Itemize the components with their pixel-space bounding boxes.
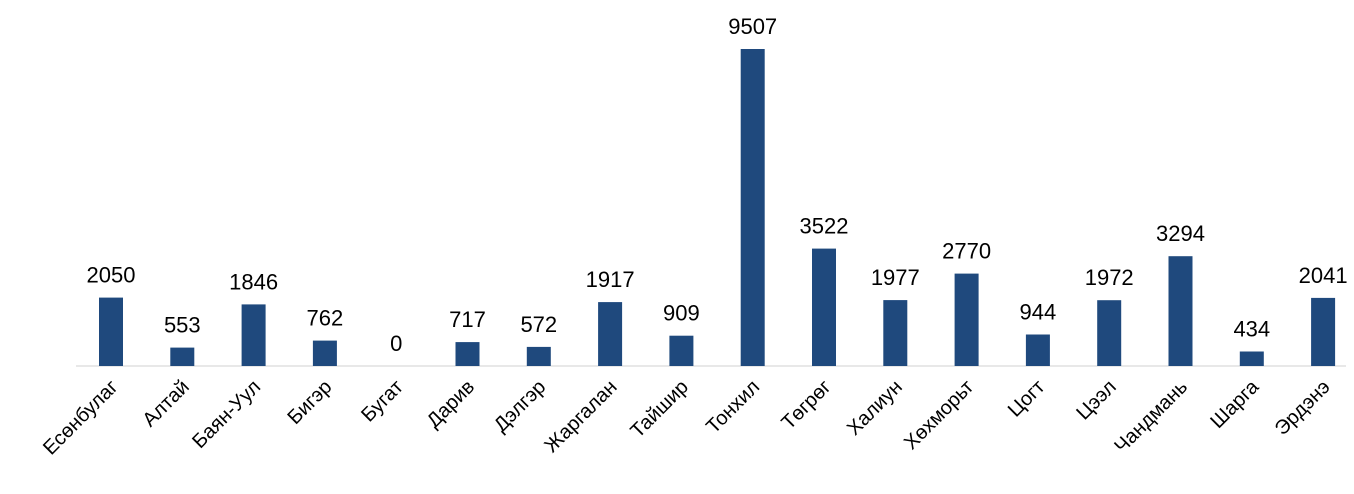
bar-10: [812, 248, 836, 366]
data-label-5: 717: [449, 307, 486, 332]
category-label-7: Жаргалан: [540, 376, 621, 457]
data-label-7: 1917: [586, 267, 635, 292]
bar-16: [1239, 351, 1264, 366]
data-label-4: 0: [390, 331, 402, 356]
bar-2: [241, 304, 266, 366]
bar-6: [526, 346, 551, 366]
bar-3: [312, 340, 337, 366]
data-label-13: 944: [1020, 300, 1057, 325]
data-label-10: 3522: [800, 214, 849, 239]
data-label-0: 2050: [87, 263, 136, 288]
category-label-2: Баян-Уул: [188, 376, 265, 453]
data-label-3: 762: [307, 306, 344, 331]
category-label-4: Бугат: [357, 376, 407, 426]
data-label-8: 909: [663, 301, 700, 326]
data-labels-group: 2050 553 1846 762 0 717 572 1917 909 9507 3522 1977…: [87, 14, 1348, 356]
data-label-9: 9507: [728, 14, 777, 39]
category-label-12: Хөхморьт: [900, 376, 978, 454]
bar-5: [455, 342, 480, 366]
bar-12: [954, 273, 979, 366]
bar-15: [1168, 256, 1193, 366]
bar-17: [1311, 297, 1336, 366]
bar-1: [170, 347, 195, 366]
category-label-17: Эрдэнэ: [1271, 376, 1335, 440]
data-label-1: 553: [164, 313, 201, 338]
bar-9: [740, 49, 765, 366]
bars-group: [99, 49, 1336, 366]
category-label-15: Чандмань: [1110, 376, 1192, 458]
bar-14: [1097, 300, 1122, 366]
bar-7: [598, 302, 623, 366]
data-label-17: 2041: [1299, 263, 1348, 288]
data-label-12: 2770: [942, 239, 991, 264]
category-label-10: Төгрөг: [777, 376, 835, 434]
bar-8: [669, 335, 694, 366]
category-label-16: Шарга: [1206, 375, 1264, 433]
category-label-3: Бигэр: [283, 376, 336, 429]
category-label-14: Цээл: [1072, 376, 1120, 424]
data-label-2: 1846: [229, 269, 278, 294]
data-label-15: 3294: [1156, 221, 1205, 246]
data-label-16: 434: [1233, 317, 1270, 342]
category-label-5: Дарив: [423, 376, 479, 432]
category-label-8: Тайшир: [627, 376, 693, 442]
bar-0: [99, 297, 123, 366]
bar-11: [883, 300, 908, 366]
category-label-11: Халиун: [843, 376, 907, 440]
data-label-14: 1972: [1085, 265, 1134, 290]
category-label-6: Дэлгэр: [490, 376, 551, 437]
data-label-11: 1977: [871, 265, 920, 290]
category-label-9: Тонхил: [702, 376, 764, 438]
bar-13: [1025, 334, 1050, 366]
category-label-1: Алтай: [139, 376, 194, 431]
category-label-0: Есөнбулаг: [39, 376, 122, 459]
data-label-6: 572: [520, 312, 557, 337]
category-label-13: Цогт: [1004, 376, 1050, 422]
